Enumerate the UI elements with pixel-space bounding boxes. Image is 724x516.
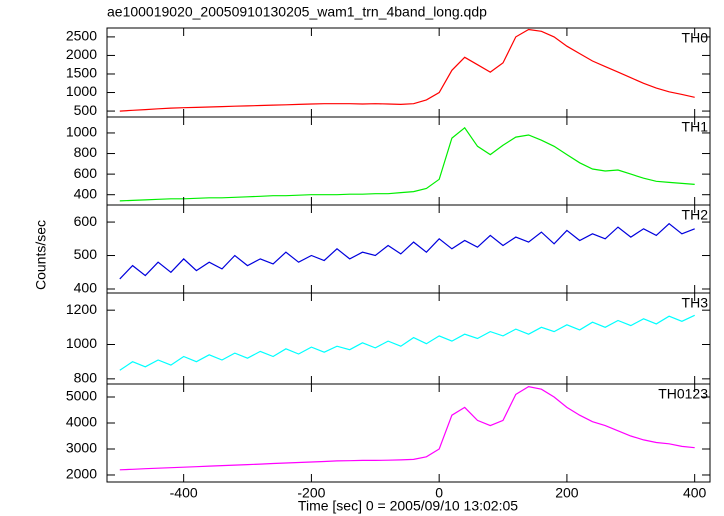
series-label: TH0123 [658,386,708,402]
y-axis-label: Counts/sec [33,220,49,290]
x-tick-label: -400 [170,485,198,501]
y-tick-label: 1000 [66,335,97,351]
y-tick-label: 1000 [66,124,97,140]
x-tick-label: 0 [435,485,443,501]
y-tick-label: 400 [74,280,98,296]
x-tick-label: 400 [683,485,707,501]
series-label: TH2 [682,207,709,223]
y-tick-label: 1500 [66,65,97,81]
y-tick-label: 1000 [66,83,97,99]
y-tick-label: 600 [74,165,98,181]
y-tick-label: 500 [74,102,98,118]
x-tick-label: 200 [555,485,579,501]
y-tick-label: 2500 [66,28,97,44]
x-axis-label: Time [sec] 0 = 2005/09/10 13:02:05 [298,498,518,514]
data-line [119,222,695,280]
y-tick-label: 400 [74,185,98,201]
y-tick-label: 2000 [66,466,97,482]
y-tick-label: 5000 [66,388,97,404]
y-tick-label: 3000 [66,440,97,456]
panel-frame [106,383,711,483]
series-label: TH0 [682,30,709,46]
y-tick-label: 800 [74,370,98,386]
data-line [119,126,695,202]
y-tick-label: 1200 [66,301,97,317]
y-tick-label: 4000 [66,414,97,430]
x-tick-label: -200 [297,485,325,501]
y-tick-label: 600 [74,213,98,229]
panel-frame [106,204,711,294]
y-tick-label: 500 [74,246,98,262]
series-label: TH1 [682,119,709,135]
series-label: TH3 [682,295,709,311]
chart-title: ae100019020_20050910130205_wam1_trn_4ban… [107,4,487,20]
y-tick-label: 800 [74,144,98,160]
data-line [119,385,695,471]
data-line [119,314,695,371]
panel-frame [106,292,711,385]
data-line [119,28,695,112]
y-tick-label: 2000 [66,46,97,62]
